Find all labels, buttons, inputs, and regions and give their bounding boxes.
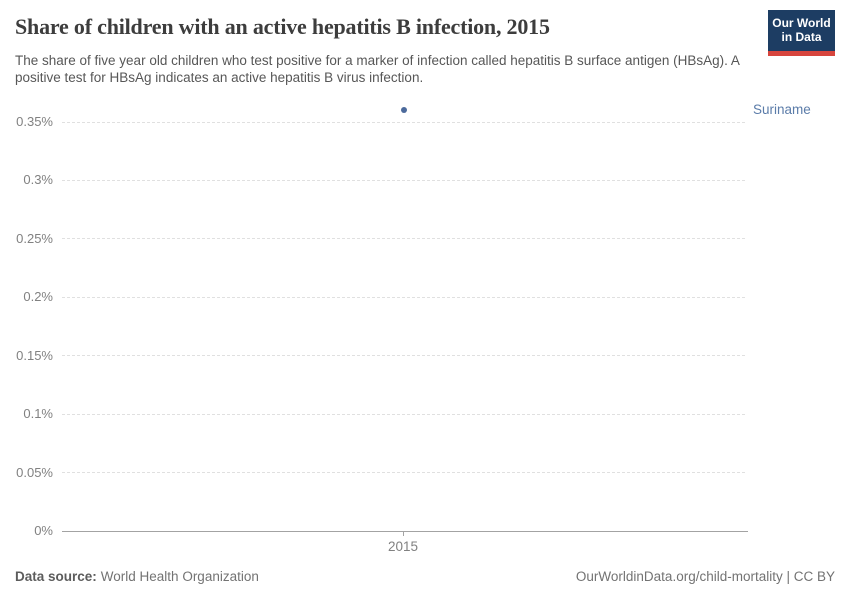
owid-logo-line2: in Data: [781, 30, 822, 44]
y-tick-label: 0.25%: [16, 230, 53, 246]
attribution-link[interactable]: OurWorldinData.org/child-mortality | CC …: [575, 569, 835, 584]
x-axis-line: [62, 531, 748, 532]
owid-logo-line1: Our World: [772, 16, 831, 30]
data-source-value: World Health Organization: [100, 569, 259, 584]
y-tick-label: 0.1%: [23, 406, 53, 422]
x-tick-label: 2015: [387, 539, 419, 554]
gridline: [62, 296, 745, 298]
gridline: [62, 121, 745, 123]
entity-label[interactable]: Suriname: [753, 102, 811, 118]
gridline: [62, 472, 745, 474]
data-source-note: Data source: World Health Organization: [15, 569, 259, 584]
y-tick-label: 0.35%: [16, 114, 53, 129]
data-point-suriname[interactable]: [400, 107, 407, 114]
gridline: [62, 179, 745, 181]
chart-footer: Data source: World Health Organization Ou…: [15, 569, 835, 584]
gridline: [62, 238, 745, 240]
gridline: [62, 413, 745, 415]
y-tick-label: 0.15%: [16, 347, 53, 363]
y-tick-label: 0.05%: [16, 464, 53, 480]
owid-logo[interactable]: Our World in Data: [768, 10, 835, 56]
gridline: [62, 355, 745, 357]
data-source-label: Data source:: [15, 569, 97, 584]
y-tick-label: 0%: [34, 523, 53, 538]
x-tick-mark: [403, 531, 404, 536]
chart-subtitle: The share of five year old children who …: [15, 53, 740, 85]
y-tick-label: 0.2%: [23, 289, 53, 305]
y-tick-label: 0.3%: [23, 172, 53, 188]
chart-title: Share of children with an active hepatit…: [15, 14, 550, 39]
